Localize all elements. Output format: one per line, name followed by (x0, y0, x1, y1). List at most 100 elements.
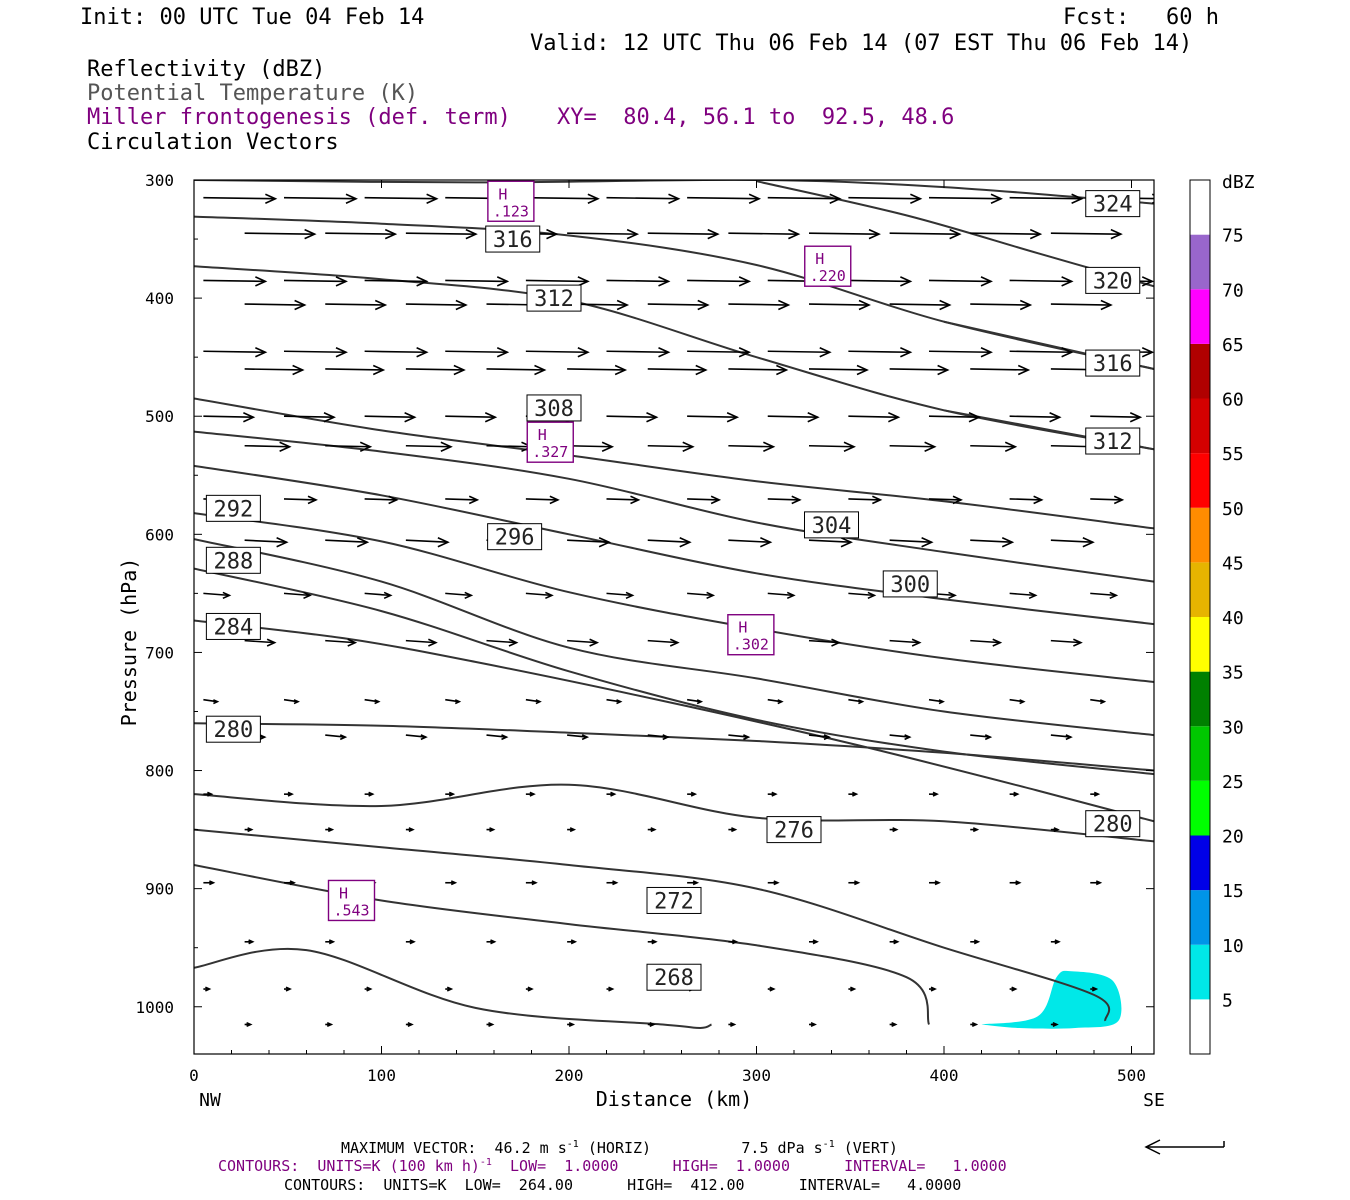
circulation-vector (364, 196, 437, 200)
circulation-vector-head (247, 827, 254, 833)
circulation-vector-head (484, 411, 498, 423)
circulation-vector-head (243, 411, 256, 423)
cross-section-endpoints: XY= 80.4, 56.1 to 92.5, 48.6 (557, 105, 955, 130)
theta-contour-label: 284 (205, 612, 261, 640)
x-axis-title: Distance (km) (596, 1087, 753, 1111)
circulation-vector (889, 368, 948, 371)
circulation-vector-head (454, 699, 462, 705)
circulation-vector-head (852, 791, 859, 797)
colorbar-segment (1190, 944, 1210, 1000)
circulation-vector-head (383, 591, 393, 600)
circulation-vector (1009, 196, 1082, 200)
circulation-vector (687, 592, 714, 597)
frontogenesis-maximum-value: .123 (493, 202, 529, 220)
theta-contour-316 (194, 215, 1154, 370)
circulation-vector-head (589, 638, 600, 647)
circulation-vector (1090, 415, 1141, 419)
circulation-vector (767, 592, 794, 597)
circulation-vector (970, 444, 1016, 448)
circulation-vector-head (213, 699, 220, 705)
frontogenesis-maximum-box (487, 180, 535, 222)
circulation-vector (808, 444, 855, 448)
circulation-vector (445, 498, 478, 501)
circulation-vector (445, 415, 496, 419)
frontogenesis-maximum-box (327, 879, 376, 922)
circulation-vector-head (327, 827, 335, 833)
field-circulation-vectors: Circulation Vectors (87, 130, 339, 155)
theta-contour-label-box (205, 715, 261, 743)
circulation-vector (283, 498, 317, 501)
circulation-vector-head (448, 791, 456, 797)
circulation-vector-head (696, 699, 704, 705)
frontogenesis-maximum: H.123 (487, 180, 535, 222)
circulation-vector-head (587, 193, 600, 204)
theta-contour-label-text: 284 (214, 615, 254, 640)
circulation-vector-head (408, 827, 415, 833)
circulation-vector-head (777, 699, 784, 705)
circulation-vector-head (760, 537, 773, 548)
colorbar-title: dBZ (1222, 172, 1255, 193)
circulation-vector-head (891, 1021, 898, 1027)
theta-contour-label-text: 280 (1093, 813, 1133, 838)
circulation-vector (283, 592, 311, 597)
circulation-vector-head (658, 347, 671, 358)
circulation-vector-head (276, 537, 289, 548)
circulation-vector-head (531, 880, 538, 886)
circulation-vector (767, 196, 840, 200)
circulation-vector-head (356, 537, 370, 548)
theta-contour-324 (194, 180, 1154, 205)
y-tick-label: 800 (145, 762, 174, 781)
circulation-vector (405, 539, 448, 544)
circulation-vector-head (1029, 228, 1043, 240)
circulation-vector-head (650, 827, 657, 833)
colorbar-segment (1190, 289, 1210, 344)
forecast-hour-label: Fcst: (1063, 5, 1130, 30)
theta-contour-label: 292 (205, 494, 261, 522)
x-tick-label: 0 (189, 1066, 199, 1085)
circulation-vector-head (948, 591, 957, 600)
circulation-vector (728, 444, 774, 448)
theta-contour-label-box (646, 886, 702, 914)
theta-contour-label: 312 (1085, 427, 1141, 455)
circulation-vector-head (892, 827, 899, 833)
circulation-vector (928, 350, 992, 354)
circulation-vector-head (706, 591, 716, 600)
circulation-vector-head (1053, 827, 1060, 833)
circulation-vector (203, 592, 230, 597)
reference-vector-head (1144, 1139, 1161, 1155)
circulation-vector (1050, 539, 1093, 544)
circulation-vector-head (630, 495, 641, 505)
circulation-vector-head (328, 939, 336, 945)
circulation-vector (848, 350, 911, 354)
circulation-vector-head (856, 364, 869, 376)
theta-contour-308 (194, 397, 1154, 530)
circulation-vector-head (529, 791, 536, 797)
circulation-vector (889, 232, 960, 235)
circulation-vector (687, 196, 760, 200)
circulation-vector (970, 368, 1029, 371)
circulation-vector-head (910, 193, 923, 204)
colorbar-tick-label: 30 (1222, 717, 1244, 738)
theta-contour-label-box (1085, 266, 1141, 294)
colorbar-tick-label: 65 (1222, 335, 1244, 356)
circulation-vector-head (625, 591, 635, 600)
frontogenesis-maximum: H.327 (526, 421, 574, 463)
colorbar-segment (1190, 835, 1210, 891)
theta-contour-label-box (526, 394, 582, 422)
circulation-vector-head (971, 1021, 979, 1027)
colorbar-segment (1190, 999, 1210, 1054)
circulation-vector (889, 444, 935, 448)
circulation-vector-head (949, 228, 962, 240)
colorbar-segment (1190, 180, 1210, 235)
circulation-vector (203, 279, 266, 283)
circulation-vector (808, 734, 830, 738)
circulation-vector-head (222, 591, 232, 600)
circulation-vector (970, 539, 1013, 544)
circulation-vector-head (980, 276, 993, 287)
circulation-vector-head (934, 880, 941, 886)
field-reflectivity: Reflectivity (dBZ) (87, 57, 326, 82)
theta-contour-label: 324 (1085, 190, 1141, 218)
circulation-vector-head (771, 791, 778, 797)
circulation-vector (647, 368, 706, 371)
circulation-vector-head (496, 347, 510, 358)
